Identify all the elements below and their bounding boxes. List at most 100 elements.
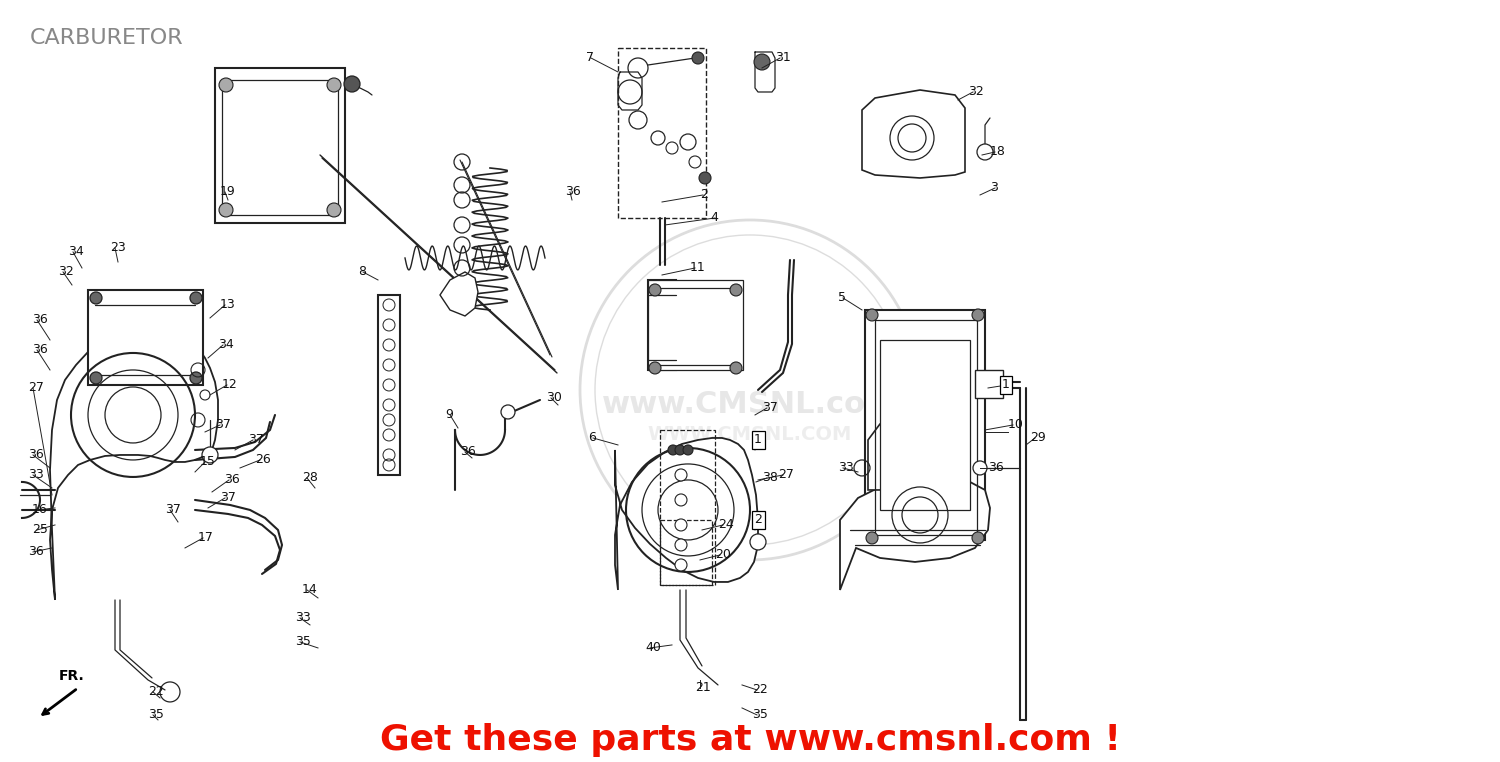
Circle shape <box>750 534 766 550</box>
Bar <box>865 310 986 540</box>
Text: 38: 38 <box>762 472 778 485</box>
Polygon shape <box>840 480 990 590</box>
Text: 33: 33 <box>296 611 310 624</box>
Text: WWW.CMSNL.COM: WWW.CMSNL.COM <box>648 425 852 444</box>
Text: 33: 33 <box>28 469 44 482</box>
Text: 9: 9 <box>446 408 453 421</box>
Text: www.CMSNL.com: www.CMSNL.com <box>602 390 898 419</box>
Text: 36: 36 <box>566 185 580 198</box>
Circle shape <box>699 172 711 184</box>
Circle shape <box>688 156 700 168</box>
Text: 24: 24 <box>718 518 734 531</box>
Circle shape <box>865 532 877 544</box>
Text: 10: 10 <box>1008 418 1025 431</box>
Text: 5: 5 <box>839 292 846 305</box>
Text: 19: 19 <box>220 185 236 198</box>
Polygon shape <box>440 272 479 316</box>
Text: 22: 22 <box>148 686 164 699</box>
Text: 3: 3 <box>990 181 998 194</box>
Text: 20: 20 <box>716 549 730 562</box>
Circle shape <box>675 445 686 455</box>
Circle shape <box>972 309 984 321</box>
Text: 32: 32 <box>58 265 74 278</box>
Circle shape <box>190 372 202 384</box>
Circle shape <box>675 539 687 551</box>
Text: 21: 21 <box>694 681 711 694</box>
Bar <box>975 370 1004 398</box>
Bar <box>88 290 202 385</box>
Text: 14: 14 <box>302 584 318 597</box>
Bar <box>880 340 971 510</box>
Circle shape <box>344 76 360 92</box>
Text: 28: 28 <box>302 472 318 485</box>
Text: 1: 1 <box>1002 379 1010 392</box>
Text: 37: 37 <box>214 418 231 431</box>
Text: 37: 37 <box>762 402 778 415</box>
Text: FR.: FR. <box>58 669 86 683</box>
Circle shape <box>668 445 678 455</box>
Text: Get these parts at www.cmsnl.com !: Get these parts at www.cmsnl.com ! <box>380 723 1120 757</box>
Circle shape <box>675 519 687 531</box>
Text: 36: 36 <box>28 449 44 462</box>
Bar <box>648 280 742 370</box>
Bar <box>214 68 345 223</box>
Text: 36: 36 <box>28 546 44 559</box>
Text: 13: 13 <box>220 299 236 312</box>
Text: 18: 18 <box>990 146 1006 158</box>
Text: 7: 7 <box>586 52 594 65</box>
Text: 29: 29 <box>1030 431 1045 444</box>
Circle shape <box>202 447 217 463</box>
Text: 27: 27 <box>778 469 794 482</box>
Text: 33: 33 <box>839 462 854 475</box>
Text: 1: 1 <box>754 434 762 447</box>
Text: 12: 12 <box>222 379 237 392</box>
Text: 40: 40 <box>645 642 662 655</box>
Polygon shape <box>868 415 956 490</box>
Text: 16: 16 <box>32 504 48 517</box>
Circle shape <box>666 142 678 154</box>
Text: 35: 35 <box>296 636 310 648</box>
Circle shape <box>219 78 232 92</box>
Text: CARBURETOR: CARBURETOR <box>30 28 183 48</box>
Bar <box>660 520 712 585</box>
Text: 31: 31 <box>776 52 790 65</box>
Circle shape <box>327 78 340 92</box>
Circle shape <box>327 203 340 217</box>
Text: 36: 36 <box>224 473 240 486</box>
Circle shape <box>974 461 987 475</box>
Bar <box>648 280 676 370</box>
Text: 11: 11 <box>690 261 705 274</box>
Text: 30: 30 <box>546 392 562 405</box>
Text: 35: 35 <box>752 709 768 722</box>
Text: 22: 22 <box>752 684 768 696</box>
Circle shape <box>865 309 877 321</box>
Circle shape <box>730 362 742 374</box>
Circle shape <box>501 405 515 419</box>
Text: 37: 37 <box>220 491 236 504</box>
Text: 35: 35 <box>148 709 164 722</box>
Circle shape <box>682 445 693 455</box>
Circle shape <box>650 284 662 296</box>
Text: 34: 34 <box>217 338 234 351</box>
Polygon shape <box>862 90 964 178</box>
Circle shape <box>675 469 687 481</box>
Text: 27: 27 <box>28 382 44 395</box>
Circle shape <box>190 292 202 304</box>
Text: 2: 2 <box>754 514 762 527</box>
Text: 17: 17 <box>198 531 214 545</box>
Polygon shape <box>615 438 758 590</box>
Text: 2: 2 <box>700 188 708 201</box>
Circle shape <box>730 284 742 296</box>
Text: 36: 36 <box>32 344 48 357</box>
Text: 8: 8 <box>358 265 366 278</box>
Text: 34: 34 <box>68 245 84 258</box>
Text: 4: 4 <box>710 212 718 225</box>
Circle shape <box>90 372 102 384</box>
Circle shape <box>976 144 993 160</box>
Circle shape <box>754 54 770 70</box>
Text: 36: 36 <box>32 313 48 326</box>
Circle shape <box>692 52 703 64</box>
Bar <box>618 48 706 218</box>
Text: 32: 32 <box>968 85 984 98</box>
Text: 36: 36 <box>988 462 1004 475</box>
